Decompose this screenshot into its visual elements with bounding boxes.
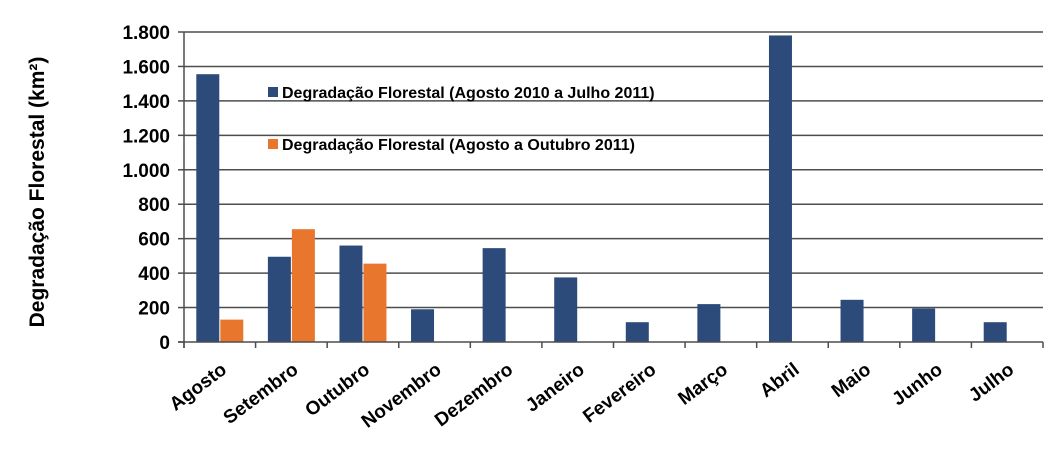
x-tick-label: Abril [756,359,803,402]
bar-series1-abril [768,35,792,342]
x-tick-label: Junho [888,359,946,410]
bars [196,35,1007,342]
y-tick-label: 1.600 [122,57,170,78]
x-tick-label: Fevereiro [579,359,660,427]
y-tick-label: 0 [159,333,170,354]
y-axis-label: Degradação Florestal (km²) [26,57,49,328]
bar-series1-setembro [267,256,291,342]
bar-series1-dezembro [482,248,506,342]
y-tick-label: 200 [138,299,170,320]
x-tick-label: Dezembro [431,359,517,431]
x-tick-label: Setembro [220,359,303,429]
y-tick-label: 1.400 [122,92,170,113]
bar-series2-agosto [220,319,244,342]
legend-swatch [268,87,278,97]
y-tick-label: 800 [138,195,170,216]
x-tick-label: Janeiro [522,359,589,416]
y-tick-label: 1.800 [122,23,170,44]
legend: Degradação Florestal (Agosto 2010 a Julh… [268,85,655,154]
axes [178,31,1044,348]
x-tick-label: Agosto [166,359,231,415]
x-tick-label: Julho [965,359,1018,406]
bar-series2-setembro [291,229,315,342]
y-tick-label: 1.000 [122,161,170,182]
bar-series2-outubro [363,263,387,342]
bar-series1-março [697,304,721,342]
bar-series1-agosto [196,74,220,342]
bar-series1-outubro [339,245,363,342]
y-tick-label: 400 [138,264,170,285]
legend-label: Degradação Florestal (Agosto 2010 a Julh… [282,85,655,102]
x-tick-label: Maio [828,359,875,402]
bar-series1-junho [912,308,936,342]
bar-series1-maio [840,299,864,342]
y-tick-label: 1.200 [122,126,170,147]
gridlines [184,31,1043,309]
y-tick-labels: 0 200 400 600 800 1.000 1.200 1.400 1.600 1.800 [122,23,170,354]
legend-label: Degradação Florestal (Agosto a Outubro 2… [282,137,635,154]
bar-series1-julho [983,322,1007,342]
bar-series1-janeiro [554,277,578,342]
bar-series1-novembro [411,309,435,342]
x-tick-label: Novembro [358,359,446,432]
bar-series1-fevereiro [625,322,649,342]
y-tick-label: 600 [138,230,170,251]
legend-swatch [268,139,278,149]
x-tick-label: Março [675,359,732,409]
